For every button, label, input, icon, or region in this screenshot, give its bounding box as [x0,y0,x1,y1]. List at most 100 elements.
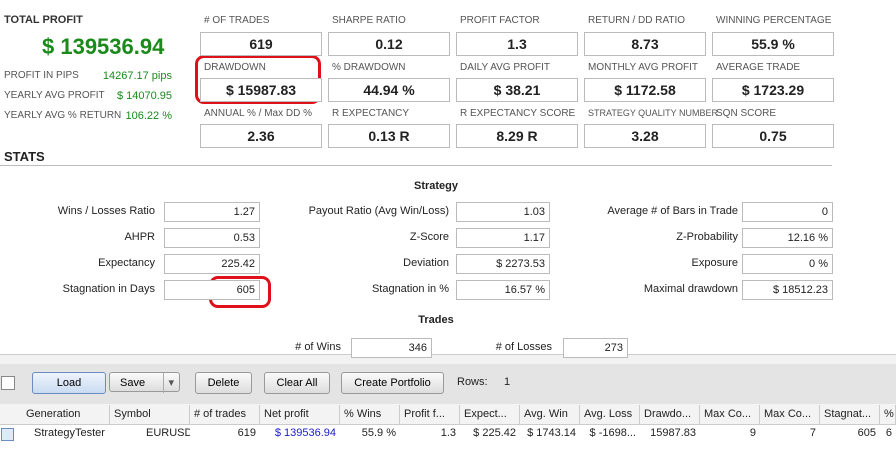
select-all-checkbox[interactable] [1,376,15,390]
stat-value: 605 [164,280,260,300]
table-cell: 619 [237,427,256,439]
table-cell: 6 [885,427,892,439]
table-cell: 55.9 % [361,427,396,439]
metric-value: 0.12 [328,32,450,56]
summary-value: $ 14070.95 [116,90,172,102]
stats-title: STATS [4,149,45,164]
metric-label: DAILY AVG PROFIT [460,62,551,73]
column-header[interactable]: Avg. Win [520,405,580,424]
stat-value: 1.03 [456,202,550,222]
table-cell: EURUSD [146,427,190,439]
stat-label: Deviation [403,257,449,269]
table-cell: 605 [857,427,876,439]
table-header [0,404,896,425]
table-cell: 15987.83 [650,427,696,439]
summary-value: 14267.17 pips [102,70,172,82]
stat-label: Average # of Bars in Trade [607,205,738,217]
column-header[interactable]: Max Co... [700,405,760,424]
table-cell: $ 139536.94 [274,427,336,439]
metric-value: 0.75 [712,124,834,148]
stat-value: 0 [742,202,833,222]
table-cell: $ 1743.14 [527,427,576,439]
table-cell: $ 225.42 [473,427,516,439]
table-cell: 1.3 [440,427,456,439]
summary-label: YEARLY AVG PROFIT [4,90,105,101]
button[interactable]: Create Portfolio [341,372,444,394]
summary-title: TOTAL PROFIT [4,14,83,26]
metric-label: MONTHLY AVG PROFIT [588,62,699,73]
stat-value: 225.42 [164,254,260,274]
rows-count: 1 [504,376,511,388]
button[interactable]: Load [32,372,106,394]
metric-value: $ 15987.83 [200,78,322,102]
metric-label: DRAWDOWN [204,62,266,73]
splitter[interactable] [0,354,896,365]
button[interactable]: Delete [195,372,252,394]
table-cell: 7 [809,427,816,439]
metric-label: ANNUAL % / Max DD % [204,108,312,119]
stat-value: 16.57 % [456,280,550,300]
metric-label: # OF TRADES [204,15,270,26]
stat-label: Stagnation in % [371,283,449,295]
column-header[interactable]: Symbol [110,405,190,424]
dropdown-arrow[interactable]: ▾ [163,373,174,393]
metric-label: R EXPECTANCY SCORE [460,108,576,119]
stat-label: AHPR [124,231,155,243]
column-header[interactable]: Avg. Loss [580,405,640,424]
metric-label: WINNING PERCENTAGE [716,15,832,26]
metric-value: 55.9 % [712,32,834,56]
stat-label: Payout Ratio (Avg Win/Loss) [308,205,449,217]
button[interactable]: Save ▾ [109,372,180,393]
stat-label: Stagnation in Days [62,283,155,295]
column-header[interactable]: Profit f... [400,405,460,424]
button[interactable]: Clear All [264,372,330,394]
stat-label: Exposure [691,257,738,269]
summary-value: 106.22 % [125,110,172,122]
metric-value: 619 [200,32,322,56]
summary-label: YEARLY AVG % RETURN [4,110,122,121]
stat-value: 12.16 % [742,228,833,248]
trade-value: 273 [563,338,628,358]
metric-value: 1.3 [456,32,578,56]
column-header[interactable]: % [880,405,896,424]
table-cell: 9 [749,427,756,439]
metric-value: 8.29 R [456,124,578,148]
metric-value: $ 1172.58 [584,78,706,102]
metric-value: 2.36 [200,124,322,148]
metric-label: AVERAGE TRADE [716,62,801,73]
stat-label: Z-Probability [676,231,738,243]
column-header[interactable]: % Wins [340,405,400,424]
total-profit: $ 139536.94 [42,34,165,59]
trade-label: # of Wins [295,341,341,353]
row-checkbox[interactable] [1,428,14,441]
column-header[interactable]: # of trades [190,405,260,424]
column-header[interactable]: Expect... [460,405,520,424]
column-header[interactable]: Generation [22,405,110,424]
column-header[interactable]: Max Co... [760,405,820,424]
table-cell: $ -1698... [589,427,636,439]
stat-value: 1.27 [164,202,260,222]
metric-label: R EXPECTANCY [332,108,410,119]
column-header[interactable]: Net profit [260,405,340,424]
trade-label: # of Losses [495,341,552,353]
stat-label: Wins / Losses Ratio [57,205,155,217]
metric-label: RETURN / DD RATIO [588,15,686,26]
stat-value: 0 % [742,254,833,274]
stat-label: Z-Score [409,231,449,243]
stat-value: $ 2273.53 [456,254,550,274]
metric-label: SHARPE RATIO [332,15,406,26]
stat-label: Maximal drawdown [643,283,738,295]
stat-value: 0.53 [164,228,260,248]
stat-value: 1.17 [456,228,550,248]
rows-label: Rows: [457,376,488,388]
stat-label: Expectancy [98,257,155,269]
metric-value: 0.13 R [328,124,450,148]
column-header[interactable]: Drawdo... [640,405,700,424]
metric-label: % DRAWDOWN [332,62,406,73]
column-header[interactable]: Stagnat... [820,405,880,424]
stat-value: $ 18512.23 [742,280,833,300]
section-title: Trades [418,314,454,326]
metric-value: 3.28 [584,124,706,148]
table-cell: StrategyTester [34,427,105,439]
metric-value: $ 1723.29 [712,78,834,102]
